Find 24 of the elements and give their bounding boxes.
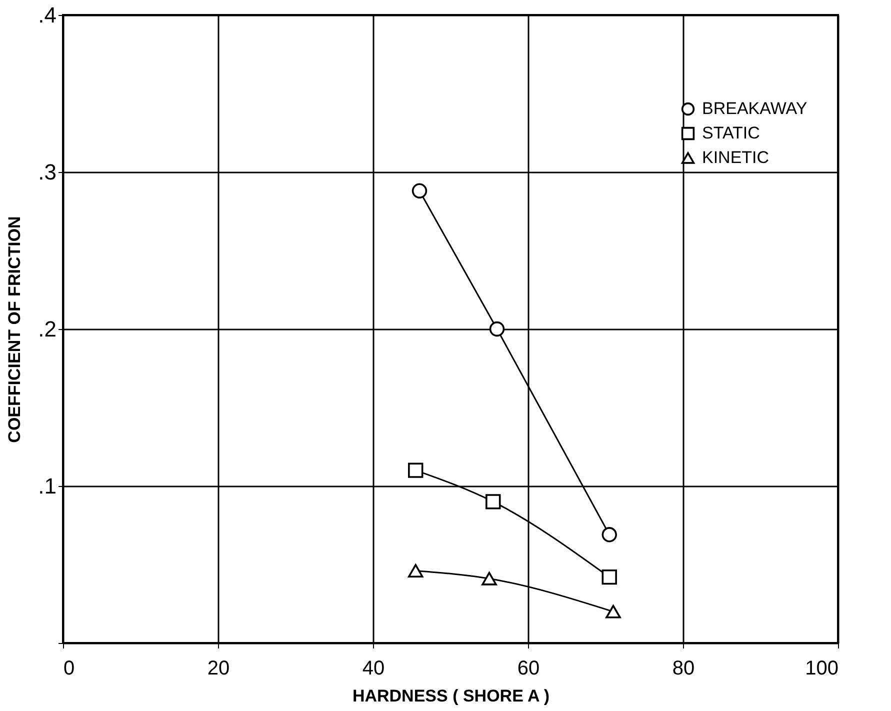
legend-label: BREAKAWAY [702,99,808,118]
x-tick-label: 100 [805,658,838,680]
y-tick-label: .4 [38,2,56,28]
point [408,564,424,578]
y-axis-title: COEFFICIENT OF FRICTION [5,216,24,443]
x-tick-label: 20 [207,658,230,680]
legend-label: KINETIC [702,148,770,167]
point [489,321,505,337]
point [602,569,617,585]
y-tick-label: .2 [38,316,56,342]
point [486,494,501,510]
x-tick-label: 60 [517,658,540,680]
x-tick-label: 40 [362,658,385,680]
point [412,183,428,198]
point [408,462,424,478]
y-tick-label: .1 [38,474,56,498]
x-tick-label: 80 [672,658,695,680]
point [602,527,617,542]
x-axis-title: HARDNESS ( SHORE A ) [352,686,550,706]
y-tick-label: .3 [38,160,56,184]
point [482,572,497,586]
point [606,604,621,618]
x-tick-label: 0 [64,658,75,680]
legend-label: STATIC [702,124,760,142]
